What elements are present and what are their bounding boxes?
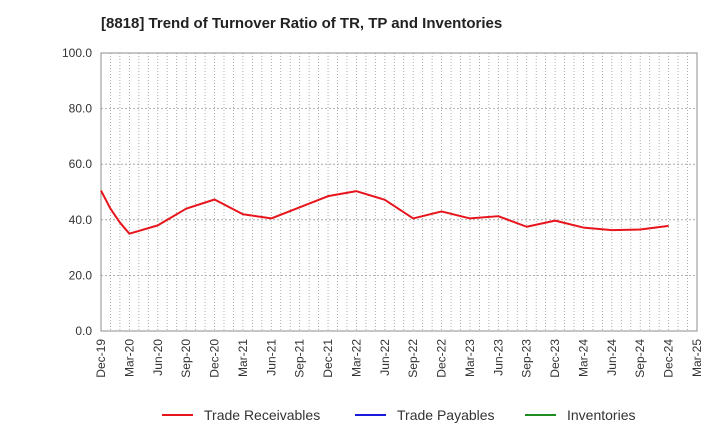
y-tick-label: 80.0 — [69, 102, 93, 116]
x-tick-label: Jun-20 — [151, 339, 165, 376]
chart-title: [8818] Trend of Turnover Ratio of TR, TP… — [101, 15, 503, 32]
x-tick-label: Dec-23 — [548, 339, 562, 378]
x-tick-label: Dec-20 — [208, 339, 222, 378]
x-tick-label: Dec-24 — [662, 339, 676, 378]
axis-layer: 0.0 20.0 40.0 60.0 80.0 100.0 Dec-19 Mar-20 Jun-… — [62, 46, 704, 378]
x-tick-label: Dec-19 — [94, 339, 108, 378]
series-layer — [100, 190, 669, 235]
y-tick-label: 20.0 — [69, 268, 93, 282]
x-tick-label: Mar-25 — [690, 339, 704, 377]
x-tick-label: Jun-22 — [378, 339, 392, 376]
x-tick-label: Sep-21 — [293, 339, 307, 378]
x-tick-label: Sep-22 — [406, 339, 420, 378]
x-tick-label: Sep-23 — [520, 339, 534, 378]
x-tick-label: Dec-21 — [321, 339, 335, 378]
legend: Trade Receivables Trade Payables Inventori… — [162, 407, 635, 423]
x-tick-label: Mar-23 — [463, 339, 477, 377]
legend-label-inventories: Inventories — [567, 407, 635, 423]
plot-frame — [100, 52, 698, 332]
x-tick-label: Jun-21 — [264, 339, 278, 376]
x-tick-label: Mar-21 — [236, 339, 250, 377]
x-tick-label: Mar-20 — [122, 339, 136, 377]
grid-layer — [101, 53, 697, 331]
x-tick-label: Jun-24 — [605, 339, 619, 376]
legend-label-trade-payables: Trade Payables — [397, 407, 495, 423]
x-tick-label: Mar-24 — [576, 339, 590, 377]
y-tick-label: 60.0 — [69, 157, 93, 171]
x-tick-label: Mar-22 — [349, 339, 363, 377]
y-tick-label: 40.0 — [69, 213, 93, 227]
x-tick-label: Sep-24 — [633, 339, 647, 378]
trade-receivables-line — [100, 190, 669, 235]
y-tick-label: 0.0 — [75, 324, 92, 338]
y-tick-label: 100.0 — [62, 46, 92, 60]
x-tick-label: Sep-20 — [179, 339, 193, 378]
legend-label-trade-receivables: Trade Receivables — [204, 407, 320, 423]
x-tick-label: Dec-22 — [435, 339, 449, 378]
x-tick-label: Jun-23 — [491, 339, 505, 376]
